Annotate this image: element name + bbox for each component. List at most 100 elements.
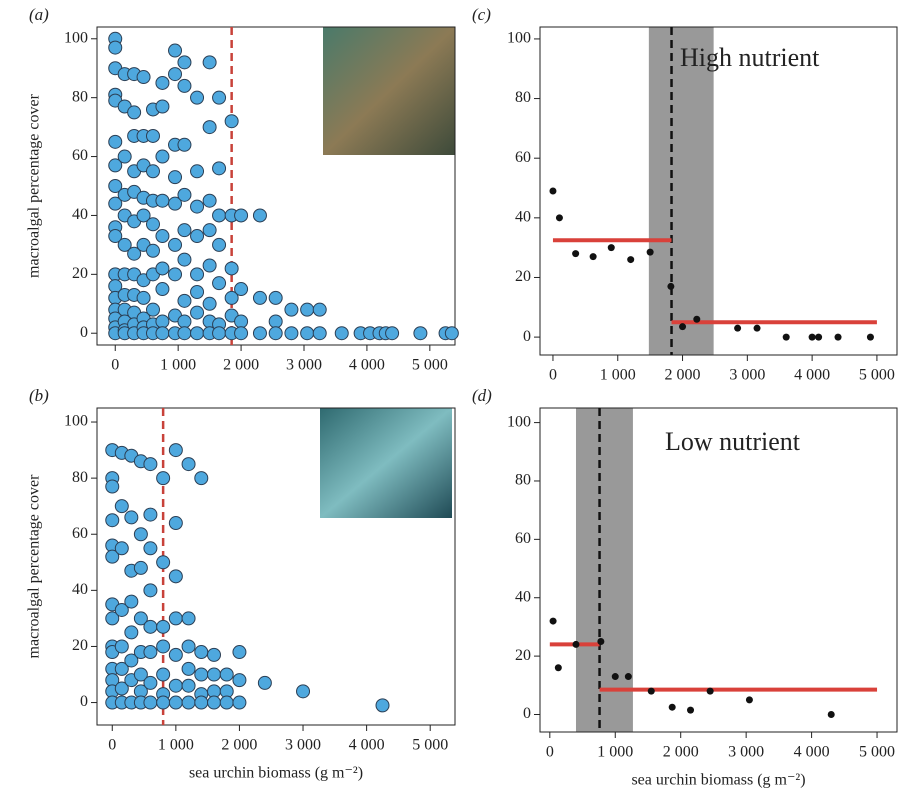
plot-frame xyxy=(96,26,456,346)
data-point xyxy=(177,223,192,238)
data-point xyxy=(300,302,315,317)
data-point xyxy=(105,479,120,494)
data-point xyxy=(190,326,205,341)
data-point xyxy=(202,120,217,135)
annotation: High nutrient xyxy=(680,43,820,72)
x-tick-label: 1 000 xyxy=(600,367,636,384)
y-tick-label: 80 xyxy=(72,88,88,105)
data-point xyxy=(572,640,580,648)
data-point xyxy=(156,471,171,486)
y-tick-label: 20 xyxy=(72,265,88,282)
panel-label: (b) xyxy=(29,386,49,405)
y-tick-label: 60 xyxy=(515,530,531,547)
data-point xyxy=(190,305,205,320)
x-tick-label: 4 000 xyxy=(349,357,385,374)
data-point xyxy=(706,687,714,695)
data-point xyxy=(108,179,123,193)
y-tick-label: 0 xyxy=(523,328,531,345)
y-tick-label: 0 xyxy=(523,705,531,722)
data-point xyxy=(202,55,217,70)
data-point xyxy=(181,678,196,693)
data-point xyxy=(234,314,249,329)
data-point xyxy=(234,326,249,341)
data-point xyxy=(177,78,192,93)
data-point xyxy=(202,296,217,311)
data-point xyxy=(155,75,170,90)
data-point xyxy=(177,314,192,329)
data-point xyxy=(212,208,227,223)
data-point xyxy=(168,611,183,626)
data-point xyxy=(124,625,139,640)
data-point xyxy=(168,569,183,584)
data-point xyxy=(296,684,311,699)
data-point xyxy=(114,541,129,556)
data-point xyxy=(312,302,327,317)
data-point xyxy=(300,326,315,341)
data-point xyxy=(155,229,170,244)
data-point xyxy=(207,667,222,682)
data-point xyxy=(168,267,183,282)
data-point xyxy=(155,326,170,341)
data-point xyxy=(224,290,239,305)
data-point xyxy=(647,687,655,695)
data-point xyxy=(627,256,635,264)
data-point xyxy=(143,645,158,660)
data-point xyxy=(234,282,249,297)
x-tick-label: 5 000 xyxy=(412,357,448,374)
data-point xyxy=(312,326,327,341)
data-point xyxy=(133,560,148,575)
data-point xyxy=(155,261,170,276)
data-point xyxy=(156,667,171,682)
data-point xyxy=(234,208,249,223)
x-tick-label: 5 000 xyxy=(859,367,895,384)
data-point xyxy=(334,326,349,341)
data-point xyxy=(212,237,227,252)
data-point xyxy=(607,244,615,252)
data-point xyxy=(207,647,222,662)
data-point xyxy=(177,137,192,152)
x-tick-label: 2 000 xyxy=(223,357,259,374)
data-point xyxy=(156,639,171,654)
data-point xyxy=(136,70,151,85)
data-point xyxy=(597,638,605,646)
data-point xyxy=(375,698,390,713)
data-point xyxy=(143,541,158,556)
y-tick-label: 80 xyxy=(515,89,531,106)
data-point xyxy=(117,237,132,252)
data-point xyxy=(554,664,562,672)
data-point xyxy=(268,326,283,341)
data-point xyxy=(212,161,227,176)
y-tick-label: 40 xyxy=(515,209,531,226)
y-tick-label: 100 xyxy=(507,413,531,430)
data-point xyxy=(168,43,183,58)
data-point xyxy=(181,457,196,472)
data-point xyxy=(212,90,227,105)
data-point xyxy=(207,695,222,710)
data-point xyxy=(753,324,761,332)
data-point xyxy=(190,267,205,282)
data-point xyxy=(589,253,597,261)
data-point xyxy=(611,673,619,681)
data-point xyxy=(143,583,158,598)
data-point xyxy=(177,55,192,70)
data-point xyxy=(646,248,654,256)
data-point xyxy=(133,611,148,626)
data-point xyxy=(668,703,676,711)
data-point xyxy=(202,223,217,238)
x-tick-label: 1 000 xyxy=(158,737,194,754)
data-point xyxy=(105,513,120,528)
data-point xyxy=(155,282,170,297)
plot-frame xyxy=(96,407,456,726)
x-tick-label: 2 000 xyxy=(665,367,701,384)
data-point xyxy=(124,594,139,609)
y-tick-label: 0 xyxy=(80,693,88,710)
data-point xyxy=(190,90,205,105)
y-axis-label: macroalgal percentage cover xyxy=(26,474,43,659)
data-point xyxy=(190,199,205,214)
data-point xyxy=(143,619,158,634)
data-point xyxy=(168,196,183,211)
inset-photo xyxy=(320,408,452,518)
data-point xyxy=(168,170,183,185)
threshold-band xyxy=(575,408,633,732)
data-point xyxy=(679,323,687,331)
